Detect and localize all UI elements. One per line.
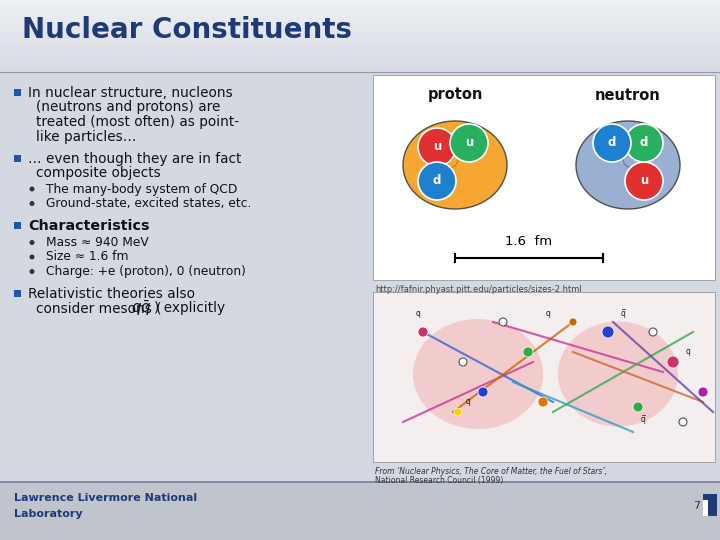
FancyBboxPatch shape: [0, 482, 720, 540]
FancyBboxPatch shape: [0, 78, 720, 79]
FancyBboxPatch shape: [0, 12, 720, 13]
FancyBboxPatch shape: [0, 63, 720, 64]
Circle shape: [602, 326, 614, 338]
FancyBboxPatch shape: [14, 154, 21, 161]
Circle shape: [459, 358, 467, 366]
FancyBboxPatch shape: [0, 76, 720, 77]
Circle shape: [569, 318, 577, 326]
Text: Nuclear Constituents: Nuclear Constituents: [22, 16, 352, 44]
FancyBboxPatch shape: [0, 36, 720, 37]
FancyBboxPatch shape: [14, 289, 21, 296]
Text: composite objects: composite objects: [36, 166, 161, 180]
FancyBboxPatch shape: [0, 30, 720, 31]
FancyBboxPatch shape: [0, 3, 720, 4]
FancyBboxPatch shape: [0, 31, 720, 32]
Circle shape: [30, 269, 35, 274]
FancyBboxPatch shape: [0, 39, 720, 40]
Circle shape: [698, 387, 708, 397]
Circle shape: [625, 162, 663, 200]
Text: In nuclear structure, nucleons: In nuclear structure, nucleons: [28, 86, 233, 100]
FancyBboxPatch shape: [0, 34, 720, 35]
FancyBboxPatch shape: [0, 15, 720, 16]
Circle shape: [633, 402, 643, 412]
Circle shape: [30, 240, 35, 245]
FancyBboxPatch shape: [0, 61, 720, 62]
FancyBboxPatch shape: [0, 75, 720, 76]
FancyBboxPatch shape: [0, 7, 720, 8]
FancyBboxPatch shape: [0, 41, 720, 42]
Text: (neutrons and protons) are: (neutrons and protons) are: [36, 100, 220, 114]
FancyBboxPatch shape: [0, 64, 720, 65]
Text: q̅: q̅: [621, 309, 626, 319]
FancyBboxPatch shape: [0, 67, 720, 68]
Circle shape: [454, 408, 462, 416]
FancyBboxPatch shape: [0, 70, 720, 71]
FancyBboxPatch shape: [0, 71, 720, 72]
Text: ) explicitly: ) explicitly: [154, 301, 225, 315]
FancyBboxPatch shape: [0, 49, 720, 50]
FancyBboxPatch shape: [0, 72, 720, 482]
Text: Ground-state, excited states, etc.: Ground-state, excited states, etc.: [46, 197, 251, 210]
FancyBboxPatch shape: [703, 500, 708, 516]
FancyBboxPatch shape: [0, 0, 720, 1]
FancyBboxPatch shape: [0, 74, 720, 75]
FancyBboxPatch shape: [0, 1, 720, 2]
Text: q: q: [546, 309, 550, 319]
FancyBboxPatch shape: [14, 89, 21, 96]
FancyBboxPatch shape: [0, 24, 720, 25]
Text: neutron: neutron: [595, 87, 661, 103]
FancyBboxPatch shape: [0, 56, 720, 57]
Ellipse shape: [576, 121, 680, 209]
FancyBboxPatch shape: [0, 33, 720, 34]
Text: Laboratory: Laboratory: [14, 509, 83, 519]
Text: q: q: [466, 397, 470, 407]
Text: d: d: [608, 137, 616, 150]
FancyBboxPatch shape: [0, 54, 720, 55]
FancyBboxPatch shape: [0, 47, 720, 48]
FancyBboxPatch shape: [0, 23, 720, 24]
FancyBboxPatch shape: [0, 42, 720, 43]
FancyBboxPatch shape: [0, 68, 720, 69]
FancyBboxPatch shape: [703, 494, 717, 516]
FancyBboxPatch shape: [0, 52, 720, 53]
FancyBboxPatch shape: [0, 19, 720, 20]
Circle shape: [418, 327, 428, 337]
FancyBboxPatch shape: [0, 50, 720, 51]
FancyBboxPatch shape: [0, 72, 720, 73]
Text: http://fafnir.phyast.pitt.edu/particles/sizes-2.html: http://fafnir.phyast.pitt.edu/particles/…: [375, 285, 582, 294]
Text: proton: proton: [427, 87, 482, 103]
FancyBboxPatch shape: [0, 37, 720, 38]
FancyBboxPatch shape: [0, 21, 720, 22]
FancyBboxPatch shape: [0, 10, 720, 11]
FancyBboxPatch shape: [0, 53, 720, 54]
Text: q: q: [685, 348, 690, 356]
FancyBboxPatch shape: [0, 22, 720, 23]
Circle shape: [30, 201, 35, 206]
Circle shape: [418, 162, 456, 200]
Text: q: q: [415, 309, 420, 319]
Text: Characteristics: Characteristics: [28, 219, 150, 233]
FancyBboxPatch shape: [0, 79, 720, 80]
Text: Lawrence Livermore National: Lawrence Livermore National: [14, 493, 197, 503]
FancyBboxPatch shape: [0, 11, 720, 12]
Text: like particles…: like particles…: [36, 130, 136, 144]
Text: treated (most often) as point-: treated (most often) as point-: [36, 115, 239, 129]
FancyBboxPatch shape: [0, 16, 720, 17]
FancyBboxPatch shape: [0, 2, 720, 3]
FancyBboxPatch shape: [0, 43, 720, 44]
FancyBboxPatch shape: [0, 9, 720, 10]
Circle shape: [593, 124, 631, 162]
Text: Mass ≈ 940 MeV: Mass ≈ 940 MeV: [46, 236, 149, 249]
Text: u: u: [640, 174, 648, 187]
FancyBboxPatch shape: [0, 6, 720, 7]
Circle shape: [538, 397, 548, 407]
Circle shape: [523, 347, 533, 357]
FancyBboxPatch shape: [0, 55, 720, 56]
FancyBboxPatch shape: [0, 5, 720, 6]
Circle shape: [30, 254, 35, 260]
FancyBboxPatch shape: [0, 27, 720, 28]
FancyBboxPatch shape: [0, 46, 720, 47]
FancyBboxPatch shape: [0, 51, 720, 52]
Circle shape: [679, 418, 687, 426]
